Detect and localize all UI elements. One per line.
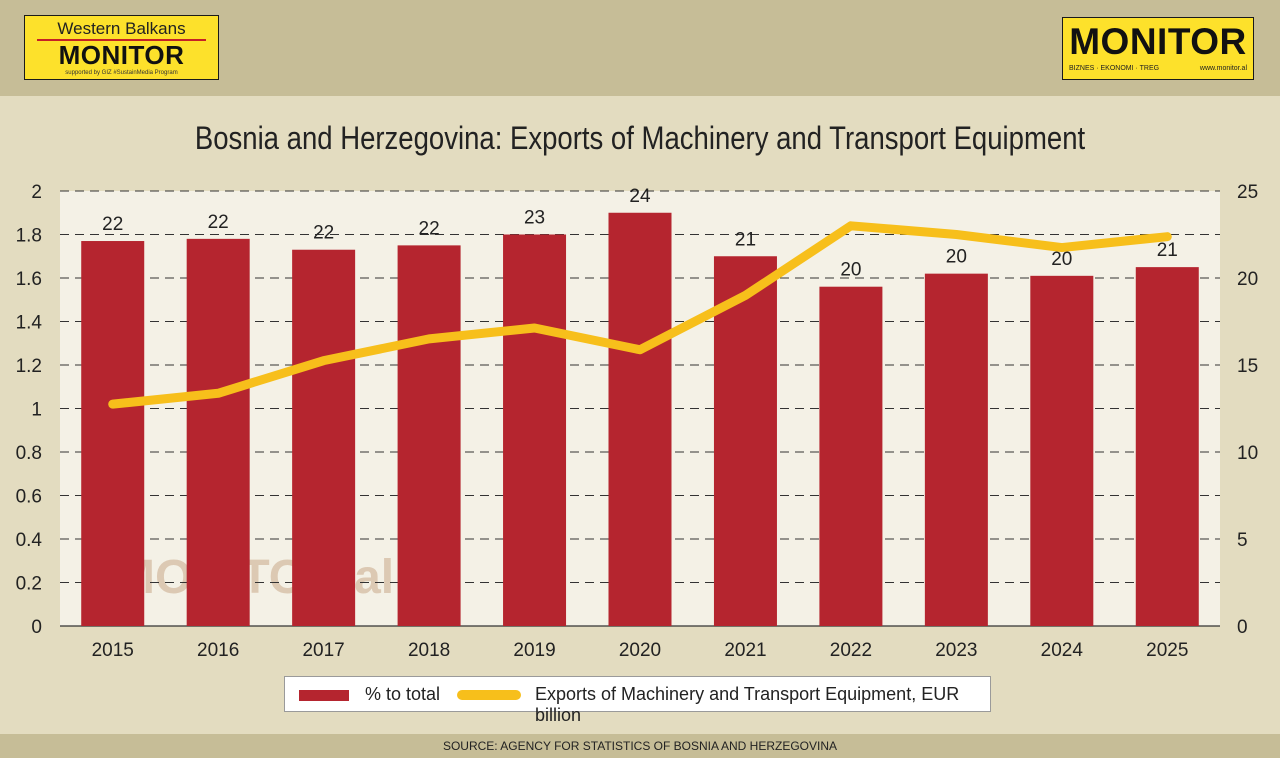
source-footer: SOURCE: AGENCY FOR STATISTICS OF BOSNIA … [0, 734, 1280, 758]
bar-2024 [1030, 275, 1094, 626]
monitor-logo: MONITOR BIZNES · EKONOMI · TREG www.moni… [1062, 17, 1254, 80]
bar-2022 [819, 286, 883, 626]
y-left-tick-label: 0.6 [16, 487, 42, 508]
x-tick-label: 2021 [724, 640, 766, 661]
x-tick-label: 2023 [935, 640, 977, 661]
bar-data-label: 21 [735, 229, 756, 250]
x-tick-label: 2020 [619, 640, 661, 661]
monitor-logo-name: MONITOR [1069, 21, 1247, 62]
line-point-2017 [322, 359, 325, 362]
x-tick-label: 2024 [1041, 640, 1084, 661]
y-left-tick-label: 2 [31, 182, 42, 203]
bar-data-label: 22 [102, 214, 123, 235]
bar-2020 [608, 212, 672, 626]
bar-data-label: 23 [524, 208, 545, 229]
legend-bar-swatch [299, 690, 349, 701]
y-left-tick-label: 1.2 [16, 356, 42, 377]
bar-2025 [1135, 267, 1199, 626]
y-right-tick-label: 10 [1237, 443, 1258, 464]
line-point-2020 [639, 348, 641, 351]
chart-title: Bosnia and Herzegovina: Exports of Machi… [194, 120, 1086, 156]
bar-2018 [397, 245, 461, 626]
y-left-tick-label: 0 [31, 617, 42, 638]
bar-data-label: 21 [1157, 240, 1178, 261]
monitor-logo-website: www.monitor.al [1199, 65, 1247, 72]
y-right-tick-label: 15 [1237, 356, 1258, 377]
y-left-tick-label: 1.6 [16, 269, 42, 290]
bar-2015 [81, 241, 145, 626]
line-point-2019 [533, 327, 536, 330]
x-tick-label: 2025 [1146, 640, 1188, 661]
bar-data-label: 24 [629, 186, 651, 207]
bar-data-label: 22 [419, 218, 440, 239]
line-point-2022 [849, 224, 852, 227]
bar-2019 [503, 234, 567, 626]
bar-2023 [924, 273, 988, 626]
monitor-logo-tagline-row: BIZNES · EKONOMI · TREG www.monitor.al [1063, 62, 1253, 76]
y-right-tick-label: 20 [1237, 269, 1258, 290]
line-point-2016 [217, 392, 220, 395]
legend-bar-label: % to total [365, 684, 441, 704]
line-point-2024 [1060, 246, 1063, 249]
legend-line-swatch [457, 690, 521, 700]
bar-data-label: 20 [1051, 249, 1072, 270]
bar-data-label: 22 [313, 223, 334, 244]
line-point-2018 [428, 337, 431, 340]
x-tick-label: 2015 [92, 640, 134, 661]
x-tick-label: 2019 [513, 640, 555, 661]
bar-2021 [713, 256, 777, 626]
y-left-tick-label: 0.4 [16, 530, 43, 551]
chart-legend: % to total Exports of Machinery and Tran… [284, 676, 991, 725]
line-point-2021 [744, 294, 747, 297]
bar-data-label: 20 [840, 260, 861, 281]
chart-canvas: MONITOR.al00.20.40.60.811.21.41.61.82051… [16, 182, 1259, 661]
bar-2017 [292, 249, 356, 626]
y-left-tick-label: 1 [31, 400, 42, 421]
y-right-tick-label: 5 [1237, 530, 1248, 551]
y-right-tick-label: 25 [1237, 182, 1258, 203]
x-tick-label: 2016 [197, 640, 239, 661]
line-point-2023 [955, 233, 958, 236]
line-point-2025 [1166, 235, 1169, 238]
y-left-tick-label: 1.8 [16, 226, 42, 247]
x-tick-label: 2022 [830, 640, 872, 661]
logo-line-1: Western Balkans [57, 19, 186, 38]
y-left-tick-label: 1.4 [16, 313, 43, 334]
legend-line-label: Exports of Machinery and Transport Equip… [535, 684, 960, 725]
bar-data-label: 20 [946, 247, 967, 268]
x-tick-label: 2017 [302, 640, 344, 661]
logo-line-2: MONITOR [37, 39, 206, 68]
y-right-tick-label: 0 [1237, 617, 1248, 638]
bar-2016 [186, 238, 250, 626]
monitor-logo-tagline: BIZNES · EKONOMI · TREG [1069, 65, 1160, 72]
y-left-tick-label: 0.2 [16, 574, 42, 595]
bar-data-label: 22 [208, 212, 229, 233]
line-point-2015 [111, 403, 114, 406]
y-left-tick-label: 0.8 [16, 443, 42, 464]
logo-line-3: supported by GIZ #SustainMedia Program [65, 70, 178, 76]
western-balkans-monitor-logo: Western Balkans MONITOR supported by GIZ… [24, 15, 219, 80]
x-tick-label: 2018 [408, 640, 450, 661]
